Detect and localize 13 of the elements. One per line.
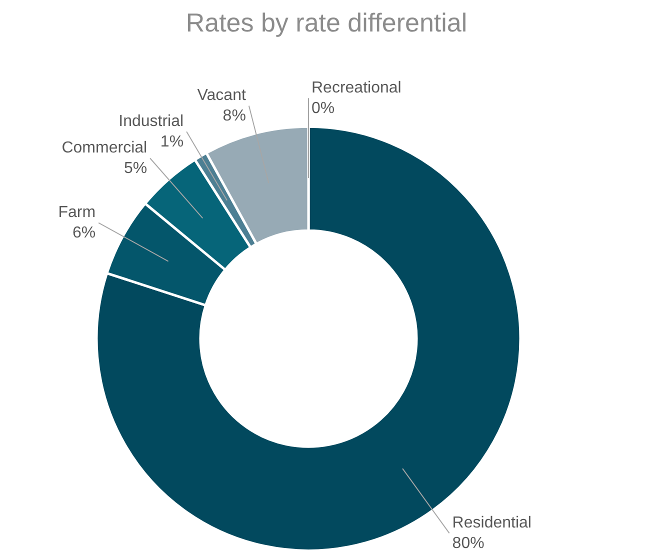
slice-label: Farm [58, 204, 96, 222]
data-label: 8% [222, 107, 246, 124]
slice-label: Residential [452, 514, 532, 532]
text: 0% [312, 100, 335, 117]
slice-label: Commercial [62, 140, 148, 157]
data-label: 5% [124, 160, 148, 177]
data-label: 6% [72, 224, 96, 242]
data-label: 1% [160, 133, 184, 150]
slice-label: Industrial [118, 112, 184, 130]
data-label: 80% [452, 534, 484, 552]
slice-label: Vacant [197, 87, 246, 104]
chart-title: Rates by rate differential [186, 8, 468, 38]
category-label: Recreational [312, 79, 402, 96]
